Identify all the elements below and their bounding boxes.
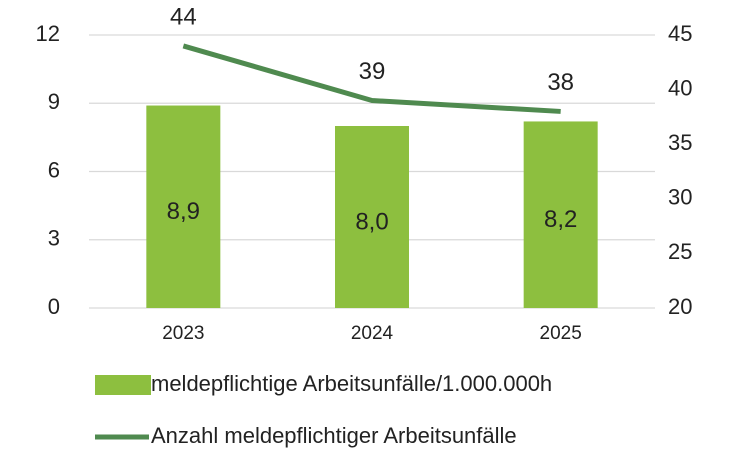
line-value-label: 38 [547,69,574,96]
bar-value-label: 8,2 [544,206,577,233]
bar [146,105,221,309]
y-tick-label: 3 [48,226,60,251]
bar-value-label: 8,9 [167,198,200,225]
legend-label: meldepflichtige Arbeitsunfälle/1.000.000… [151,371,552,396]
line-value-label: 44 [170,3,197,30]
y2-tick-label: 35 [668,130,692,155]
y2-tick-label: 25 [668,239,692,264]
y2-tick-label: 40 [668,75,692,100]
y-tick-label: 6 [48,157,60,182]
bar [335,126,409,308]
y2-tick-label: 30 [668,185,692,210]
legend-swatch [95,375,151,395]
line-value-label: 39 [359,58,386,85]
y-tick-label: 12 [36,21,60,46]
y-tick-label: 0 [48,294,60,319]
legend-label: Anzahl meldepflichtiger Arbeitsunfälle [151,423,517,448]
bar [523,121,598,308]
bar-value-label: 8,0 [355,208,388,235]
y2-tick-label: 20 [668,294,692,319]
line [182,43,561,114]
y2-tick-label: 45 [668,21,692,46]
x-tick-label: 2023 [162,323,204,344]
x-tick-label: 2024 [351,323,394,344]
x-tick-label: 2025 [540,323,582,344]
y-tick-label: 9 [48,89,60,114]
